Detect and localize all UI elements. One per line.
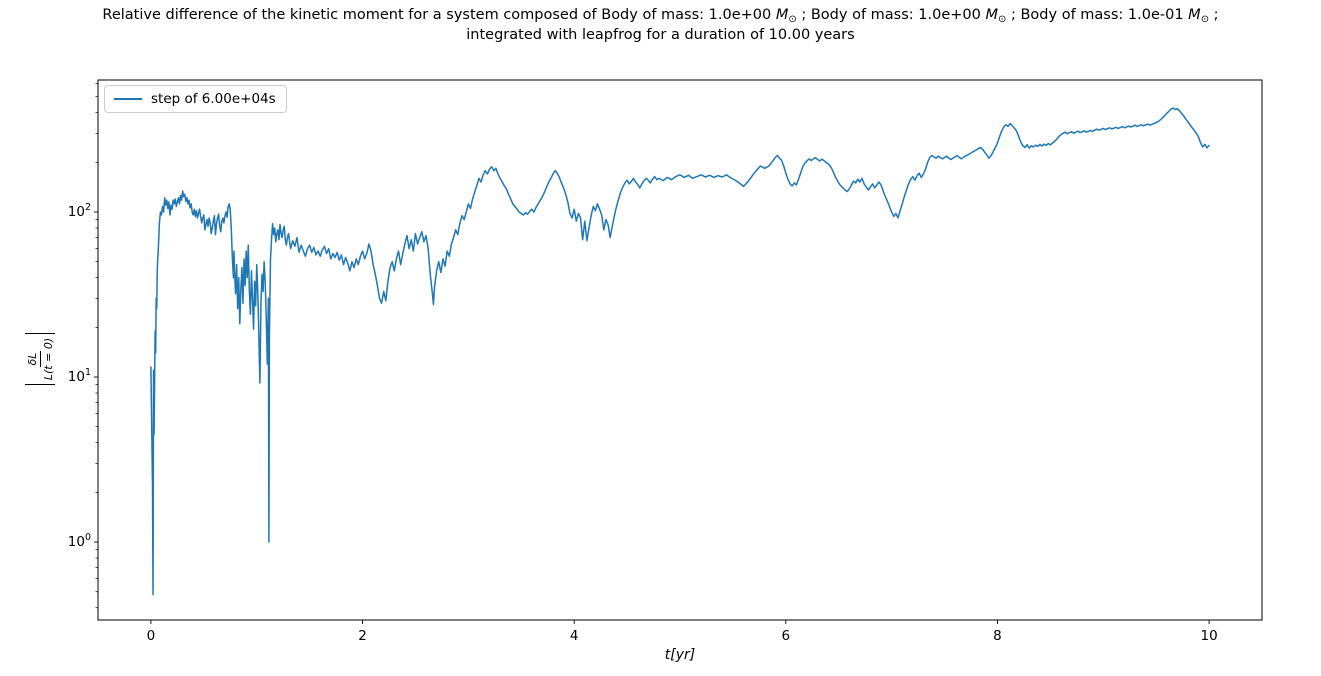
title-text: ; [1209, 7, 1219, 23]
y-axis-fraction-denominator: L(t = 0) [41, 337, 55, 381]
chart-title: Relative difference of the kinetic momen… [0, 6, 1321, 45]
chart-title-line1: Relative difference of the kinetic momen… [0, 6, 1321, 26]
sun-symbol-icon: ⊙ [997, 14, 1007, 25]
chart-title-line2: integrated with leapfrog for a duration … [466, 27, 855, 43]
x-tick-label: 10 [1200, 628, 1217, 644]
x-axis-label: t[yr] [664, 647, 696, 663]
title-math-symbol: M [775, 7, 789, 23]
x-tick-label: 8 [993, 628, 1002, 644]
y-tick-label: 101 [68, 367, 91, 385]
y-tick-label: 100 [68, 532, 91, 550]
title-text: Relative difference of the kinetic momen… [102, 7, 776, 23]
legend: step of 6.00e+04s [104, 85, 287, 113]
x-tick-label: 6 [782, 628, 791, 644]
legend-line-swatch [114, 98, 142, 100]
title-math-symbol: M [985, 7, 998, 23]
data-line-series-0 [150, 107, 1210, 596]
abs-bar-right-icon [25, 332, 55, 334]
title-math-symbol: M [1188, 7, 1201, 23]
sun-symbol-icon: ⊙ [788, 14, 797, 25]
x-tick-label: 2 [358, 628, 367, 644]
x-tick-label: 4 [570, 628, 579, 644]
title-text: ; Body of mass: 1.0e+00 [796, 7, 986, 23]
x-tick-label: 0 [147, 628, 156, 644]
y-axis-fraction: δL L(t = 0) [25, 337, 55, 381]
legend-label: step of 6.00e+04s [151, 91, 276, 107]
title-text: ; Body of mass: 1.0e-01 [1006, 7, 1189, 23]
sun-symbol-icon: ⊙ [1200, 14, 1210, 25]
y-tick-label: 102 [68, 202, 91, 220]
y-axis-fraction-numerator: δL [25, 350, 41, 368]
y-axis-label: δL L(t = 0) [25, 309, 55, 409]
plot-spines [97, 79, 1263, 621]
abs-bar-left-icon [25, 384, 55, 386]
